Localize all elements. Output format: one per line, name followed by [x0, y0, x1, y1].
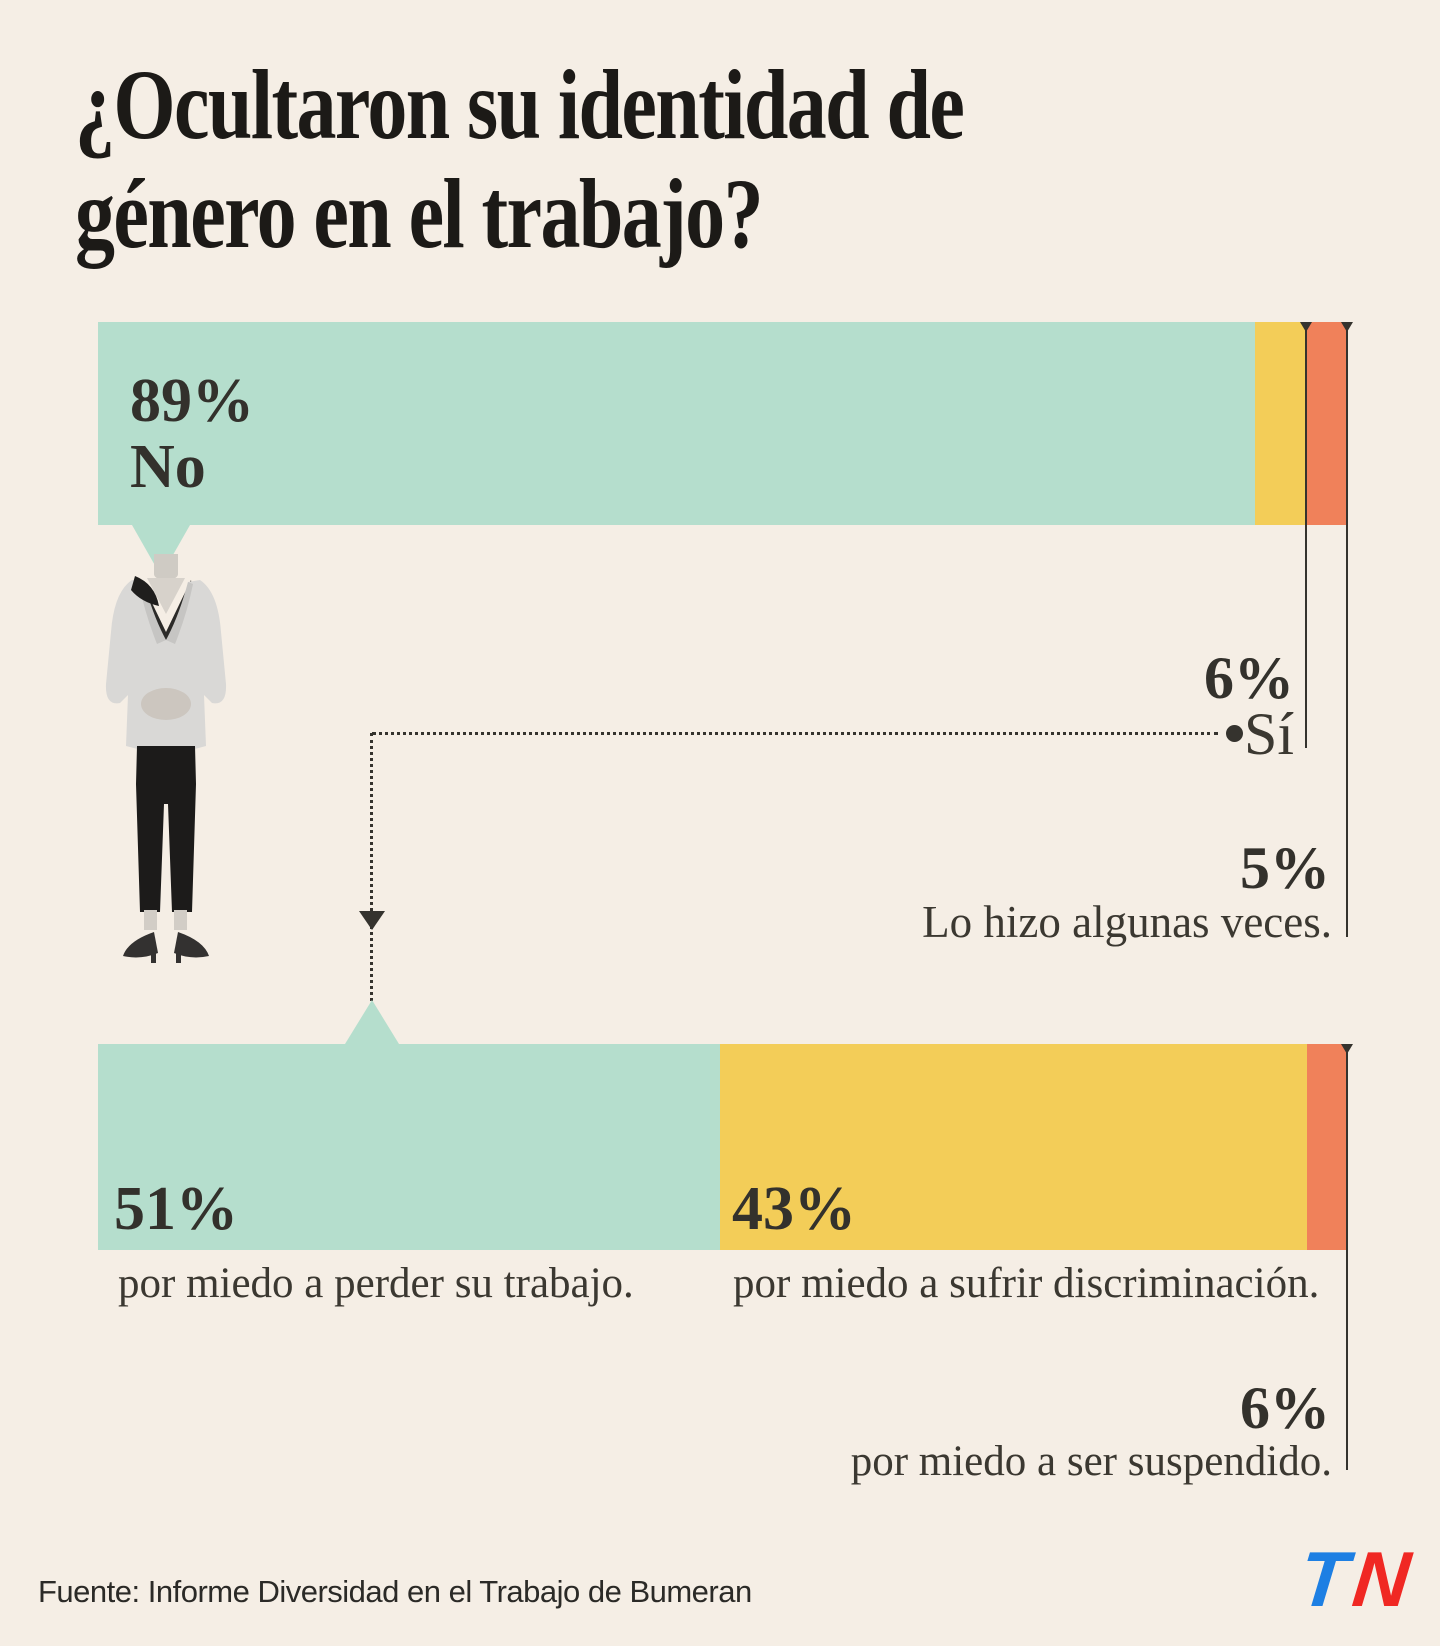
algunas-category-label: Lo hizo algunas veces. — [922, 897, 1332, 947]
bottom-segment-suspendido — [1307, 1044, 1353, 1470]
suspendido-value-label: 6% — [1240, 1375, 1330, 1441]
leader-line-suspendido — [1340, 1044, 1353, 1470]
arrow-down-icon — [1340, 322, 1353, 332]
annotation-si-value: 6% — [1204, 648, 1294, 708]
source-credit: Fuente: Informe Diversidad en el Trabajo… — [38, 1574, 752, 1609]
annotation-si-label: Sí — [1244, 704, 1294, 764]
no-value-label: 89% — [130, 367, 254, 435]
perder-category-label: por miedo a perder su trabajo. — [118, 1260, 634, 1307]
discriminacion-value-label: 43% — [732, 1175, 856, 1243]
bottom-segment-discriminacion: 43% — [720, 1044, 1308, 1250]
leader-line-algunas-veces — [1340, 322, 1353, 937]
dotted-connector-vertical — [370, 733, 373, 1001]
page-title: ¿Ocultaron su identidad de género en el … — [75, 49, 965, 269]
person-illustration — [105, 554, 227, 963]
page-title-line-1: ¿Ocultaron su identidad de — [75, 49, 965, 160]
top-segment-algunas-veces — [1305, 322, 1353, 937]
no-value-block: 89% No — [130, 368, 254, 501]
dotted-connector-horizontal — [372, 732, 1218, 735]
annotation-algunas-value: 5% — [1240, 838, 1330, 898]
algunas-value-label: 5% — [1240, 835, 1330, 901]
bottom-bar-chart: 51% 43% — [98, 1000, 1353, 1470]
si-category-label: Sí — [1243, 701, 1294, 767]
annotation-suspendido-label: por miedo a ser suspendido. — [851, 1440, 1332, 1483]
tn-logo: T N — [1295, 1535, 1414, 1623]
arrow-down-icon — [1299, 322, 1312, 332]
si-bullet-dot-icon — [1226, 725, 1243, 742]
top-segment-si — [1254, 322, 1312, 748]
arrow-down-icon — [359, 911, 385, 930]
arrow-down-icon — [1340, 1044, 1353, 1054]
speech-tail-up-icon — [345, 1000, 399, 1044]
top-segment-no: 89% No — [98, 322, 1255, 525]
annotation-algunas-label: Lo hizo algunas veces. — [922, 900, 1332, 945]
bottom-segment-perder: 51% — [98, 1044, 720, 1250]
page-title-line-2: género en el trabajo? — [75, 158, 764, 269]
discriminacion-category-label: por miedo a sufrir discriminación. — [733, 1260, 1320, 1307]
si-value-label: 6% — [1204, 645, 1294, 711]
tn-logo-letter-t: T — [1295, 1535, 1353, 1623]
suspendido-category-label: por miedo a ser suspendido. — [850, 1438, 1332, 1485]
top-bar-chart: 89% No — [98, 322, 1353, 937]
leader-line-si — [1299, 322, 1312, 748]
perder-value-label: 51% — [114, 1175, 238, 1243]
no-category-label: No — [130, 433, 206, 502]
annotation-suspendido-value: 6% — [1240, 1378, 1330, 1438]
tn-logo-letter-n: N — [1348, 1535, 1415, 1623]
